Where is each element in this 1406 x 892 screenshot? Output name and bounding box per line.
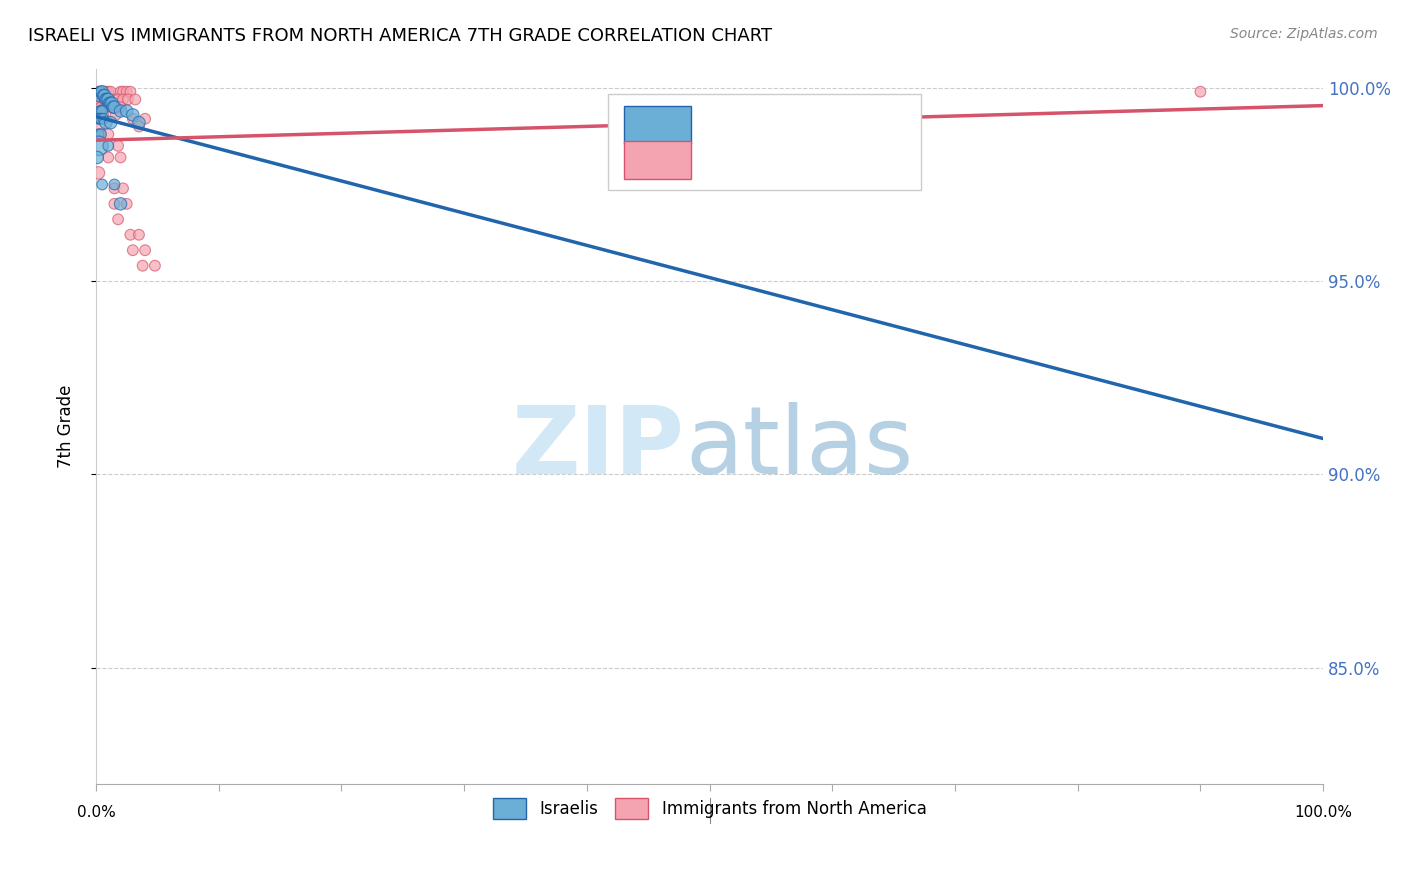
Text: 0.0%: 0.0% xyxy=(77,805,115,820)
Point xyxy=(86,151,108,165)
Point xyxy=(111,85,134,99)
Point xyxy=(91,92,114,106)
FancyBboxPatch shape xyxy=(624,106,692,144)
Point xyxy=(143,259,166,273)
Point xyxy=(94,115,117,129)
Point xyxy=(128,120,150,134)
Point xyxy=(103,181,125,195)
Point xyxy=(120,85,142,99)
Text: R = 0.242: R = 0.242 xyxy=(700,151,797,169)
Point xyxy=(110,85,132,99)
Point xyxy=(103,178,125,192)
Point xyxy=(98,96,121,111)
Point xyxy=(103,92,125,106)
Point xyxy=(120,227,142,242)
Legend: Israelis, Immigrants from North America: Israelis, Immigrants from North America xyxy=(486,792,934,825)
Point xyxy=(91,178,114,192)
Point xyxy=(110,100,132,114)
Point xyxy=(90,100,112,114)
Point xyxy=(87,85,110,99)
Point xyxy=(115,103,138,118)
Point xyxy=(91,85,114,99)
Point xyxy=(134,244,156,258)
Point xyxy=(115,197,138,211)
Point xyxy=(90,127,112,141)
Point xyxy=(107,92,129,106)
Text: ZIP: ZIP xyxy=(512,401,685,493)
Point xyxy=(89,112,111,126)
Point xyxy=(103,197,125,211)
Text: N = 46: N = 46 xyxy=(824,151,891,169)
Point xyxy=(97,85,120,99)
Point xyxy=(97,151,120,165)
Point xyxy=(107,212,129,227)
Point xyxy=(87,138,110,153)
Point xyxy=(121,108,143,122)
Point xyxy=(93,88,115,103)
Point xyxy=(87,112,110,126)
Point xyxy=(107,138,129,153)
Point xyxy=(93,112,115,126)
Point xyxy=(89,85,111,99)
Point xyxy=(97,138,120,153)
Point xyxy=(96,92,118,106)
Point xyxy=(110,151,132,165)
Point xyxy=(89,120,111,134)
Point xyxy=(110,103,132,118)
Point xyxy=(90,127,112,141)
Point xyxy=(110,197,132,211)
Point xyxy=(111,181,134,195)
FancyBboxPatch shape xyxy=(624,142,692,179)
Text: 100.0%: 100.0% xyxy=(1294,805,1353,820)
Point xyxy=(131,259,153,273)
FancyBboxPatch shape xyxy=(607,94,921,190)
Point xyxy=(93,108,115,122)
Text: atlas: atlas xyxy=(685,401,914,493)
Point xyxy=(103,100,125,114)
Point xyxy=(93,92,115,106)
Point xyxy=(100,85,122,99)
Point xyxy=(124,92,146,106)
Point xyxy=(134,112,156,126)
Point xyxy=(94,92,117,106)
Point xyxy=(90,85,112,99)
Point xyxy=(87,108,110,122)
Point xyxy=(87,166,110,180)
Point xyxy=(100,115,122,129)
Point xyxy=(90,103,112,118)
Point xyxy=(104,108,127,122)
Point xyxy=(128,115,150,129)
Point xyxy=(89,92,111,106)
Point xyxy=(1189,85,1212,99)
Point xyxy=(87,88,110,103)
Text: N = 35: N = 35 xyxy=(824,115,891,133)
Text: R = 0.386: R = 0.386 xyxy=(700,115,799,133)
Point xyxy=(121,244,143,258)
Point xyxy=(111,92,134,106)
Point xyxy=(94,85,117,99)
Point xyxy=(115,85,138,99)
Point xyxy=(97,127,120,141)
Point xyxy=(94,100,117,114)
Text: Source: ZipAtlas.com: Source: ZipAtlas.com xyxy=(1230,27,1378,41)
Point xyxy=(100,96,122,111)
Y-axis label: 7th Grade: 7th Grade xyxy=(58,384,75,467)
Point xyxy=(103,100,125,114)
Point xyxy=(128,227,150,242)
Point xyxy=(117,92,139,106)
Point xyxy=(89,103,111,118)
Point xyxy=(96,92,118,106)
Point xyxy=(101,96,124,111)
Point xyxy=(103,100,125,114)
Point xyxy=(90,112,112,126)
Text: ISRAELI VS IMMIGRANTS FROM NORTH AMERICA 7TH GRADE CORRELATION CHART: ISRAELI VS IMMIGRANTS FROM NORTH AMERICA… xyxy=(28,27,772,45)
Point xyxy=(93,88,115,103)
Point xyxy=(121,112,143,126)
Point xyxy=(97,92,120,106)
Point xyxy=(87,127,110,141)
Point xyxy=(91,103,114,118)
